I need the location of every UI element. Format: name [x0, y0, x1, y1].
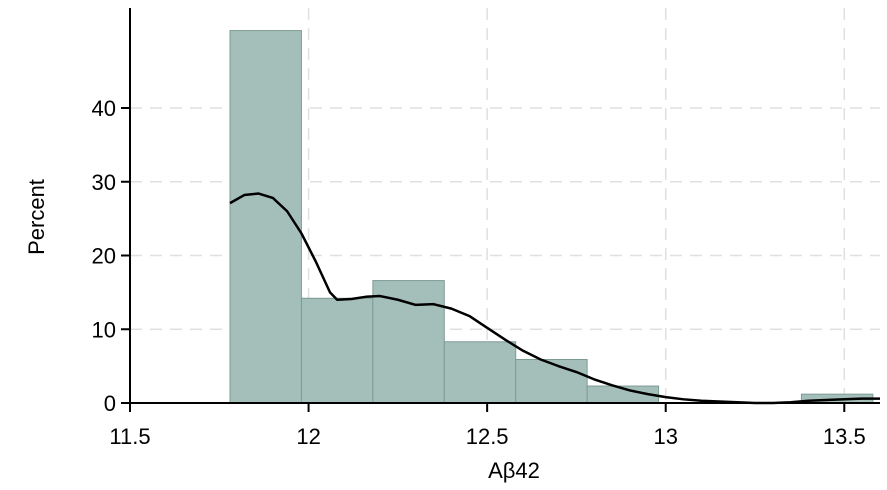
histogram-bar	[372, 280, 445, 404]
y-axis-title: Percent	[24, 179, 49, 255]
x-tick-label: 11.5	[109, 424, 150, 449]
x-tick-label: 12	[296, 424, 320, 449]
x-tick-label: 13.5	[823, 424, 866, 449]
x-tick-label: 12.5	[466, 424, 509, 449]
x-axis-title: Aβ42	[488, 458, 540, 483]
x-tick-label: 13	[653, 424, 677, 449]
y-tick-label: 30	[92, 170, 116, 195]
y-tick-label: 40	[92, 96, 116, 121]
tick-labels: 11.5 12 12.5 13 13.5 0 10 20 30 40	[92, 96, 866, 449]
y-tick-label: 20	[92, 244, 116, 269]
histogram-bar	[300, 297, 374, 404]
axes	[121, 8, 880, 412]
y-tick-label: 10	[92, 317, 116, 342]
histogram-bar	[515, 358, 588, 404]
y-tick-label: 0	[104, 391, 116, 416]
histogram-bar	[443, 341, 517, 404]
